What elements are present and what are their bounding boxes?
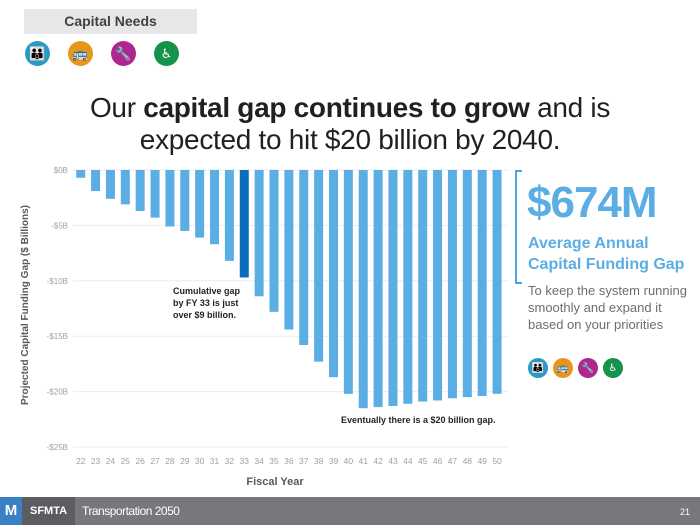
brand-name: SFMTA xyxy=(22,497,75,525)
sfmta-logo-icon: M xyxy=(0,497,22,525)
category-icons-small: 👪 🚌 🔧 ♿ xyxy=(528,358,623,378)
bar-fy39 xyxy=(328,170,338,378)
title-emphasis: capital gap continues to grow xyxy=(143,92,530,123)
y-tick-label: -$5B xyxy=(51,221,68,230)
y-tick-label: -$20B xyxy=(47,388,68,397)
x-tick-label: 30 xyxy=(195,456,205,466)
section-label: Capital Needs xyxy=(24,9,197,34)
bar-fy34 xyxy=(254,170,264,297)
bar-fy48 xyxy=(462,170,472,398)
people-icon: 👪 xyxy=(25,41,50,66)
bar-fy49 xyxy=(477,170,487,397)
bar-fy27 xyxy=(150,170,160,218)
x-tick-label: 42 xyxy=(373,456,383,466)
footer-bar: M SFMTA Transportation 2050 21 xyxy=(0,497,700,525)
y-tick-label: -$25B xyxy=(47,443,68,452)
bar-fy23 xyxy=(91,170,101,192)
y-axis-title: Projected Capital Funding Gap ($ Billion… xyxy=(20,205,31,405)
bar-fy30 xyxy=(195,170,205,238)
x-tick-label: 40 xyxy=(344,456,354,466)
bar-fy26 xyxy=(135,170,145,211)
x-tick-label: 48 xyxy=(463,456,473,466)
x-tick-label: 24 xyxy=(106,456,116,466)
bar-fy46 xyxy=(433,170,443,401)
x-tick-label: 22 xyxy=(76,456,86,466)
bar-fy42 xyxy=(373,170,383,408)
bar-fy38 xyxy=(314,170,324,362)
category-icons: 👪 🚌 🔧 ♿ xyxy=(25,41,179,66)
x-tick-label: 47 xyxy=(448,456,458,466)
bar-fy24 xyxy=(105,170,115,199)
gap-description: To keep the system running smoothly and … xyxy=(528,283,687,332)
title-line2: expected to hit $20 billion by 2040. xyxy=(139,124,561,155)
title-post: and is xyxy=(529,92,611,123)
x-tick-label: 49 xyxy=(477,456,487,466)
wrench-icon: 🔧 xyxy=(578,358,598,378)
title-pre: Our xyxy=(89,92,144,123)
bracket-divider xyxy=(515,170,522,284)
bar-fy29 xyxy=(180,170,190,231)
x-tick-label: 50 xyxy=(492,456,502,466)
funding-gap-chart: $0B -$5B -$10B -$15B -$20B -$25B 22 23 24 25 26 27 2… xyxy=(20,166,508,488)
average-gap-amount: $674M xyxy=(527,178,658,227)
x-tick-label: 32 xyxy=(225,456,235,466)
x-tick-label: 45 xyxy=(418,456,428,466)
x-tick-label: 35 xyxy=(269,456,279,466)
subtitle-line: Average Annual xyxy=(528,235,649,252)
bar-fy35 xyxy=(269,170,279,312)
y-tick-label: -$10B xyxy=(47,277,68,286)
accessibility-icon: ♿ xyxy=(603,358,623,378)
x-tick-label: 38 xyxy=(314,456,324,466)
x-tick-label: 43 xyxy=(388,456,398,466)
x-tick-label: 29 xyxy=(180,456,190,466)
y-tick-label: $0B xyxy=(54,166,68,175)
wrench-icon: 🔧 xyxy=(111,41,136,66)
bar-fy41 xyxy=(358,170,368,409)
average-gap-label: Average Annual Capital Funding Gap xyxy=(528,233,684,275)
x-tick-label: 28 xyxy=(165,456,175,466)
transit-icon: 🚌 xyxy=(68,41,93,66)
bar-fy47 xyxy=(447,170,457,399)
x-tick-label: 25 xyxy=(121,456,131,466)
x-tick-label: 31 xyxy=(210,456,220,466)
bar-fy50 xyxy=(492,170,502,394)
x-tick-label: 23 xyxy=(91,456,101,466)
x-tick-label: 41 xyxy=(358,456,368,466)
bar-fy45 xyxy=(418,170,428,402)
annotation-fy33: Cumulative gap xyxy=(173,286,241,296)
bar-fy25 xyxy=(120,170,130,205)
bar-fy37 xyxy=(299,170,309,346)
x-tick-label: 36 xyxy=(284,456,294,466)
x-tick-label: 26 xyxy=(135,456,145,466)
x-tick-label: 44 xyxy=(403,456,413,466)
bar-fy33 xyxy=(239,170,249,278)
x-tick-label: 34 xyxy=(254,456,264,466)
program-name: Transportation 2050 xyxy=(82,504,180,518)
annotation-20b: Eventually there is a $20 billion gap. xyxy=(341,415,496,425)
accessibility-icon: ♿ xyxy=(154,41,179,66)
annotation-fy33: by FY 33 is just xyxy=(173,298,238,308)
page-title: Our capital gap continues to grow and is… xyxy=(0,92,700,156)
bar-fy36 xyxy=(284,170,294,330)
y-tick-label: -$15B xyxy=(47,332,68,341)
bar-fy32 xyxy=(224,170,234,261)
bar-fy31 xyxy=(210,170,220,245)
x-tick-label: 33 xyxy=(240,456,250,466)
transit-icon: 🚌 xyxy=(553,358,573,378)
x-tick-label: 27 xyxy=(150,456,160,466)
people-icon: 👪 xyxy=(528,358,548,378)
annotation-fy33: over $9 billion. xyxy=(173,310,236,320)
x-tick-label: 37 xyxy=(299,456,309,466)
page-number: 21 xyxy=(679,507,690,517)
subtitle-line: Capital Funding Gap xyxy=(528,256,685,273)
bar-fy22 xyxy=(76,170,86,178)
bar-fy43 xyxy=(388,170,398,407)
x-tick-label: 46 xyxy=(433,456,443,466)
x-tick-label: 39 xyxy=(329,456,339,466)
bar-fy44 xyxy=(403,170,413,404)
x-axis-title: Fiscal Year xyxy=(246,476,304,488)
bar-fy40 xyxy=(343,170,353,394)
bar-fy28 xyxy=(165,170,175,227)
